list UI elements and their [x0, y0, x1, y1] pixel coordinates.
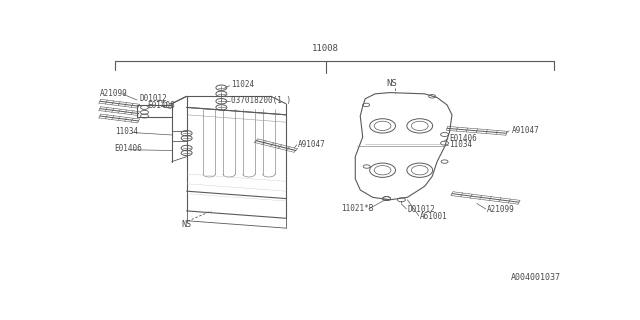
Text: NS: NS [386, 79, 397, 89]
Text: D01012: D01012 [140, 94, 167, 103]
Text: 11021*B: 11021*B [341, 204, 374, 213]
Text: 037018200(1 ): 037018200(1 ) [231, 96, 291, 105]
Text: 11034: 11034 [115, 127, 138, 136]
Text: E01406: E01406 [449, 134, 477, 143]
Text: 11024: 11024 [231, 80, 255, 89]
Text: E01406: E01406 [147, 101, 175, 110]
Text: A91047: A91047 [298, 140, 326, 149]
Text: A21099: A21099 [486, 205, 515, 214]
Text: E01406: E01406 [115, 144, 143, 153]
Text: NS: NS [182, 220, 191, 229]
Text: A91047: A91047 [511, 125, 540, 135]
Text: A004001037: A004001037 [511, 273, 561, 282]
Text: 11034: 11034 [449, 140, 473, 149]
Text: 11008: 11008 [312, 44, 339, 53]
Text: D01012: D01012 [408, 205, 435, 214]
Text: A21099: A21099 [100, 89, 127, 98]
Text: A61001: A61001 [420, 212, 447, 221]
